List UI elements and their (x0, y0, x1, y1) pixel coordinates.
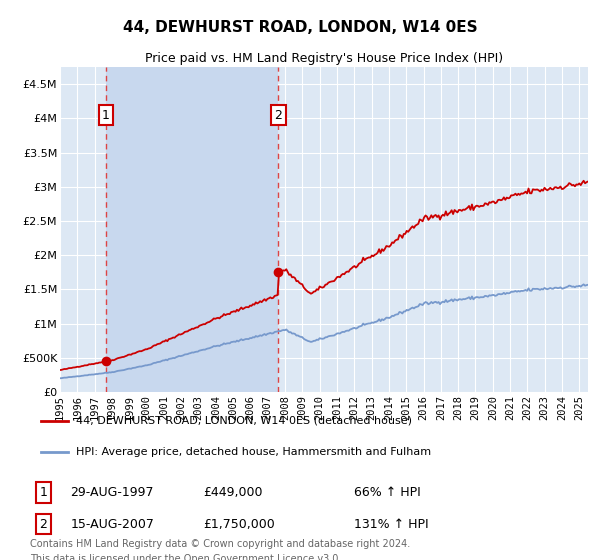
Text: 44, DEWHURST ROAD, LONDON, W14 0ES: 44, DEWHURST ROAD, LONDON, W14 0ES (122, 20, 478, 35)
Text: 2: 2 (275, 109, 283, 122)
Title: Price paid vs. HM Land Registry's House Price Index (HPI): Price paid vs. HM Land Registry's House … (145, 52, 503, 64)
Text: 1: 1 (40, 486, 47, 499)
Text: 15-AUG-2007: 15-AUG-2007 (71, 517, 154, 531)
Text: 2: 2 (40, 517, 47, 531)
Text: £449,000: £449,000 (203, 486, 262, 499)
Text: HPI: Average price, detached house, Hammersmith and Fulham: HPI: Average price, detached house, Hamm… (76, 447, 431, 457)
Text: £1,750,000: £1,750,000 (203, 517, 275, 531)
Text: 66% ↑ HPI: 66% ↑ HPI (354, 486, 421, 499)
Text: 44, DEWHURST ROAD, LONDON, W14 0ES (detached house): 44, DEWHURST ROAD, LONDON, W14 0ES (deta… (76, 416, 412, 426)
Text: Contains HM Land Registry data © Crown copyright and database right 2024.
This d: Contains HM Land Registry data © Crown c… (30, 539, 410, 560)
Bar (106, 67, 278, 392)
Text: 1: 1 (102, 109, 110, 122)
Text: 131% ↑ HPI: 131% ↑ HPI (354, 517, 428, 531)
Text: 29-AUG-1997: 29-AUG-1997 (71, 486, 154, 499)
